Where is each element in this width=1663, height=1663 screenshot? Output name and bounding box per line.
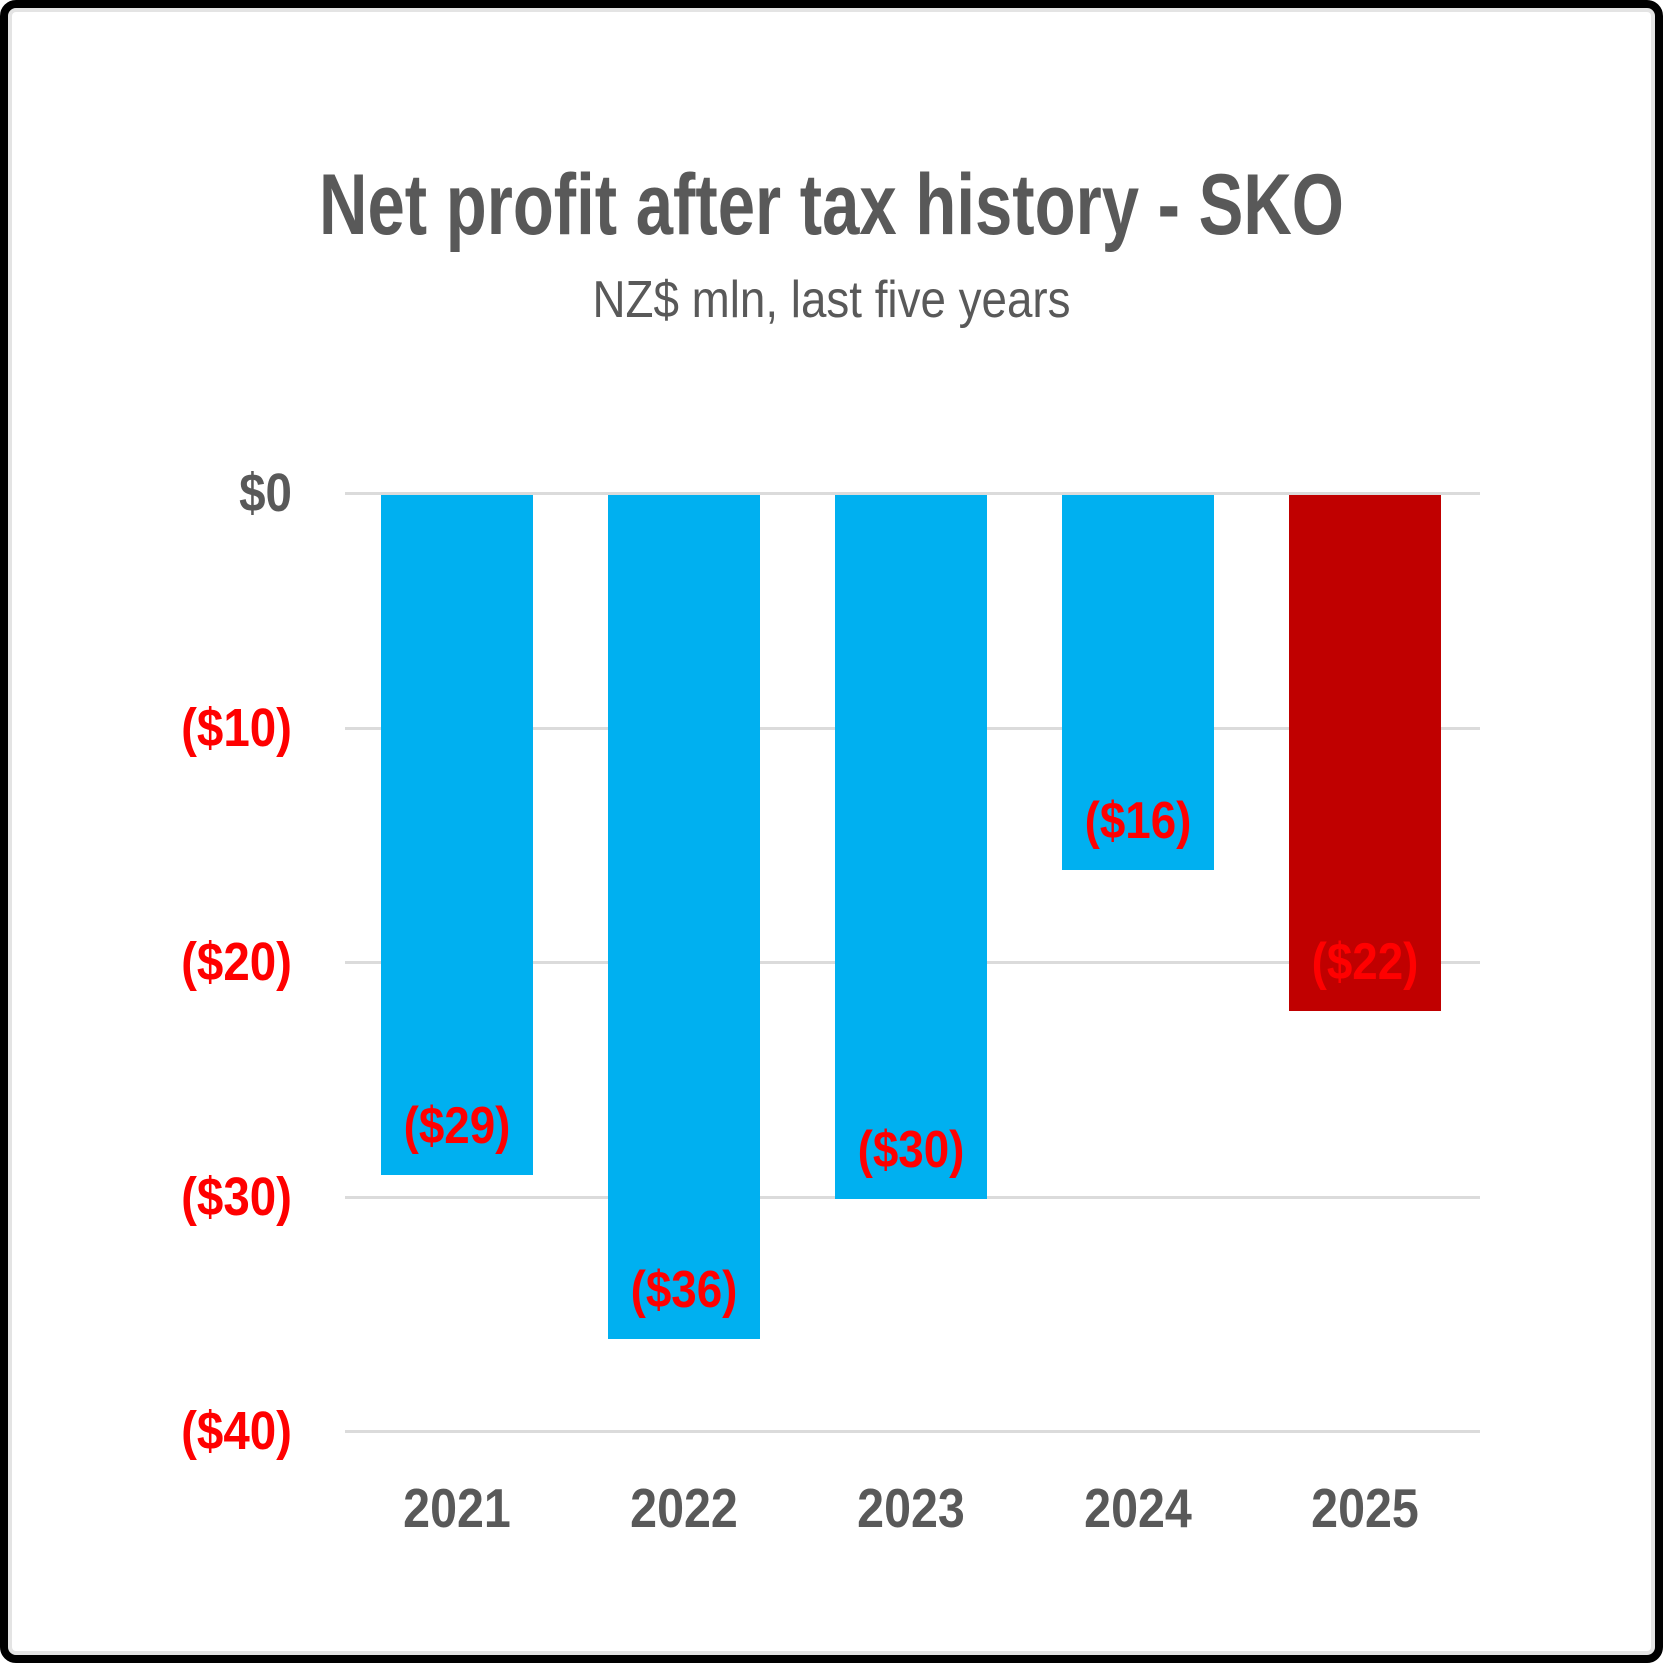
y-axis-tick-label: ($10) <box>181 697 292 758</box>
y-axis-tick-label: ($40) <box>181 1401 292 1461</box>
y-axis-tick-label: ($20) <box>181 932 292 992</box>
x-axis-label-2023: 2023 <box>857 1477 965 1539</box>
x-axis-label-2022: 2022 <box>630 1477 738 1539</box>
x-axis-label-2024: 2024 <box>1084 1477 1192 1539</box>
bar-2024 <box>1062 495 1214 871</box>
bar-2023 <box>835 495 987 1199</box>
y-axis-tick-label: ($30) <box>181 1166 292 1227</box>
bar-value-label-2024: ($16) <box>1084 792 1192 851</box>
x-axis-label-2021: 2021 <box>403 1477 511 1539</box>
y-axis-tick-label: $0 <box>239 463 292 523</box>
bar-value-label-2021: ($29) <box>403 1097 511 1156</box>
gridline-40 <box>345 1430 1480 1433</box>
x-axis-label-2025: 2025 <box>1311 1477 1419 1539</box>
bar-2022 <box>608 495 760 1340</box>
gridline-0 <box>345 492 1480 495</box>
chart-title: Net profit after tax history - SKO <box>319 157 1344 253</box>
bar-value-label-2022: ($36) <box>630 1261 738 1320</box>
chart-subtitle: NZ$ mln, last five years <box>592 271 1071 329</box>
bar-2021 <box>381 495 533 1176</box>
bar-value-label-2025: ($22) <box>1311 932 1419 991</box>
bar-2025 <box>1289 495 1441 1011</box>
bar-value-label-2023: ($30) <box>857 1120 965 1179</box>
